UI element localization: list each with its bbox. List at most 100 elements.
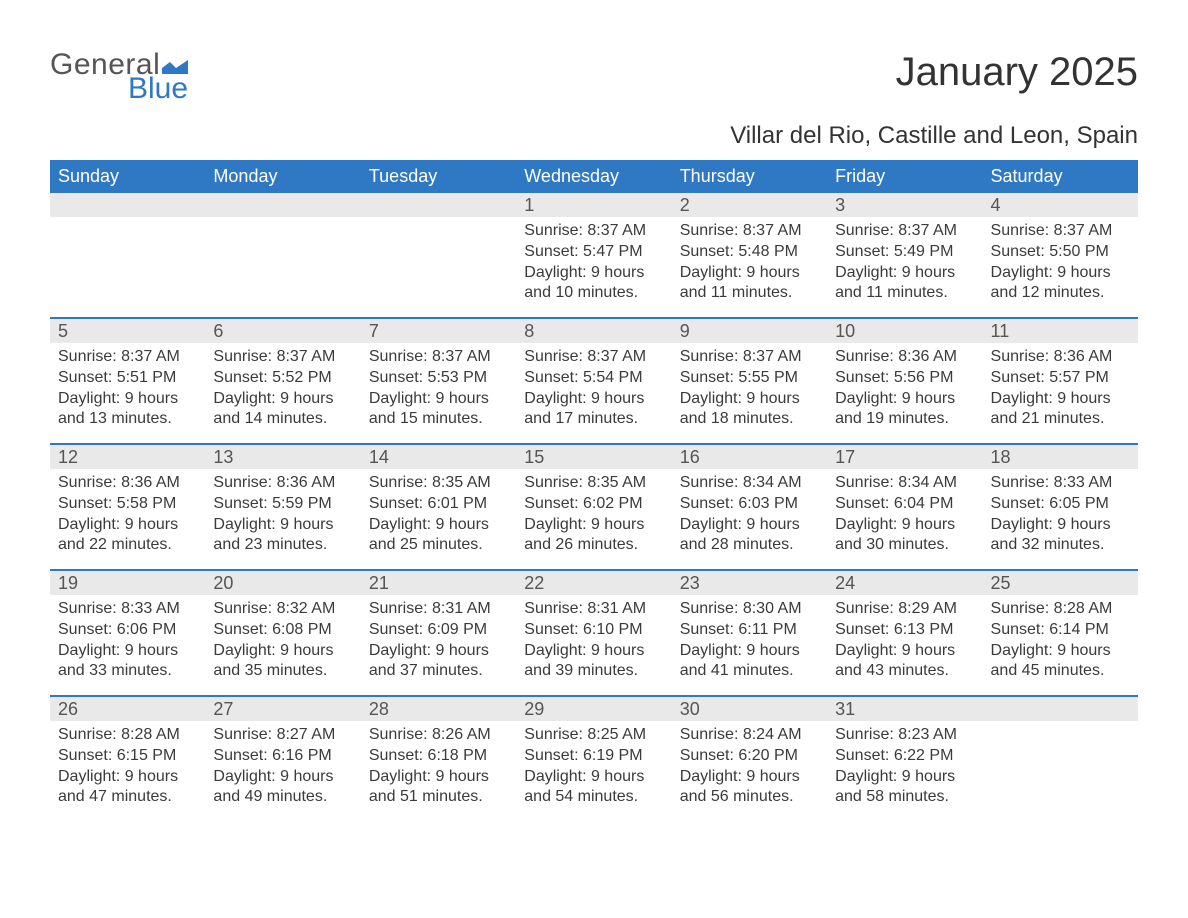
day-number: 26 (50, 699, 78, 720)
day-sunrise: Sunrise: 8:37 AM (991, 221, 1130, 242)
day-body: Sunrise: 8:28 AMSunset: 6:15 PMDaylight:… (50, 721, 205, 816)
day-body: Sunrise: 8:37 AMSunset: 5:52 PMDaylight:… (205, 343, 360, 438)
day-cell: 24Sunrise: 8:29 AMSunset: 6:13 PMDayligh… (827, 571, 982, 695)
day-cell: 30Sunrise: 8:24 AMSunset: 6:20 PMDayligh… (672, 697, 827, 821)
day-dl2: and 18 minutes. (680, 409, 819, 430)
day-number: 18 (983, 447, 1011, 468)
day-dl2: and 32 minutes. (991, 535, 1130, 556)
day-number: 24 (827, 573, 855, 594)
week-row: 5Sunrise: 8:37 AMSunset: 5:51 PMDaylight… (50, 317, 1138, 443)
daynum-strip (983, 697, 1138, 721)
day-body (361, 217, 516, 229)
day-number: 5 (50, 321, 68, 342)
day-number: 31 (827, 699, 855, 720)
day-cell: 14Sunrise: 8:35 AMSunset: 6:01 PMDayligh… (361, 445, 516, 569)
day-sunset: Sunset: 5:50 PM (991, 242, 1130, 263)
day-number: 1 (516, 195, 534, 216)
day-cell: 21Sunrise: 8:31 AMSunset: 6:09 PMDayligh… (361, 571, 516, 695)
day-body: Sunrise: 8:25 AMSunset: 6:19 PMDaylight:… (516, 721, 671, 816)
dow-tuesday: Tuesday (361, 160, 516, 193)
day-dl2: and 12 minutes. (991, 283, 1130, 304)
dow-wednesday: Wednesday (516, 160, 671, 193)
day-sunset: Sunset: 6:09 PM (369, 620, 508, 641)
day-sunset: Sunset: 5:53 PM (369, 368, 508, 389)
day-dl1: Daylight: 9 hours (835, 263, 974, 284)
day-dl2: and 39 minutes. (524, 661, 663, 682)
day-sunrise: Sunrise: 8:37 AM (680, 347, 819, 368)
day-sunrise: Sunrise: 8:37 AM (369, 347, 508, 368)
day-body: Sunrise: 8:26 AMSunset: 6:18 PMDaylight:… (361, 721, 516, 816)
day-body: Sunrise: 8:37 AMSunset: 5:51 PMDaylight:… (50, 343, 205, 438)
day-body: Sunrise: 8:37 AMSunset: 5:49 PMDaylight:… (827, 217, 982, 312)
day-sunset: Sunset: 5:47 PM (524, 242, 663, 263)
day-number: 27 (205, 699, 233, 720)
day-sunset: Sunset: 6:18 PM (369, 746, 508, 767)
day-number: 20 (205, 573, 233, 594)
day-sunrise: Sunrise: 8:34 AM (680, 473, 819, 494)
day-body: Sunrise: 8:36 AMSunset: 5:57 PMDaylight:… (983, 343, 1138, 438)
day-dl2: and 19 minutes. (835, 409, 974, 430)
day-sunrise: Sunrise: 8:26 AM (369, 725, 508, 746)
daynum-strip: 26 (50, 697, 205, 721)
day-body: Sunrise: 8:37 AMSunset: 5:48 PMDaylight:… (672, 217, 827, 312)
daynum-strip: 5 (50, 319, 205, 343)
day-cell (983, 697, 1138, 821)
day-dl1: Daylight: 9 hours (680, 767, 819, 788)
header-row: General Blue January 2025 (50, 50, 1138, 104)
day-number: 22 (516, 573, 544, 594)
day-dl2: and 21 minutes. (991, 409, 1130, 430)
week-row: 12Sunrise: 8:36 AMSunset: 5:58 PMDayligh… (50, 443, 1138, 569)
day-sunrise: Sunrise: 8:37 AM (213, 347, 352, 368)
day-sunset: Sunset: 6:10 PM (524, 620, 663, 641)
day-cell: 6Sunrise: 8:37 AMSunset: 5:52 PMDaylight… (205, 319, 360, 443)
day-dl1: Daylight: 9 hours (524, 389, 663, 410)
day-dl1: Daylight: 9 hours (213, 389, 352, 410)
day-number: 19 (50, 573, 78, 594)
day-dl1: Daylight: 9 hours (369, 389, 508, 410)
day-number: 6 (205, 321, 223, 342)
day-dl2: and 49 minutes. (213, 787, 352, 808)
day-sunset: Sunset: 6:02 PM (524, 494, 663, 515)
day-dl2: and 11 minutes. (680, 283, 819, 304)
day-cell: 17Sunrise: 8:34 AMSunset: 6:04 PMDayligh… (827, 445, 982, 569)
day-dl1: Daylight: 9 hours (58, 767, 197, 788)
day-sunrise: Sunrise: 8:28 AM (991, 599, 1130, 620)
day-dl1: Daylight: 9 hours (213, 515, 352, 536)
day-cell: 29Sunrise: 8:25 AMSunset: 6:19 PMDayligh… (516, 697, 671, 821)
day-dl2: and 17 minutes. (524, 409, 663, 430)
day-body: Sunrise: 8:37 AMSunset: 5:55 PMDaylight:… (672, 343, 827, 438)
day-sunset: Sunset: 6:05 PM (991, 494, 1130, 515)
day-dl1: Daylight: 9 hours (680, 389, 819, 410)
day-dl1: Daylight: 9 hours (58, 389, 197, 410)
dow-thursday: Thursday (672, 160, 827, 193)
day-dl2: and 35 minutes. (213, 661, 352, 682)
day-body: Sunrise: 8:35 AMSunset: 6:01 PMDaylight:… (361, 469, 516, 564)
day-body: Sunrise: 8:34 AMSunset: 6:04 PMDaylight:… (827, 469, 982, 564)
day-body: Sunrise: 8:24 AMSunset: 6:20 PMDaylight:… (672, 721, 827, 816)
day-sunrise: Sunrise: 8:35 AM (369, 473, 508, 494)
day-cell: 8Sunrise: 8:37 AMSunset: 5:54 PMDaylight… (516, 319, 671, 443)
day-cell: 23Sunrise: 8:30 AMSunset: 6:11 PMDayligh… (672, 571, 827, 695)
day-sunset: Sunset: 6:13 PM (835, 620, 974, 641)
day-dl2: and 28 minutes. (680, 535, 819, 556)
day-number: 7 (361, 321, 379, 342)
week-row: 19Sunrise: 8:33 AMSunset: 6:06 PMDayligh… (50, 569, 1138, 695)
day-dl2: and 33 minutes. (58, 661, 197, 682)
day-sunset: Sunset: 6:04 PM (835, 494, 974, 515)
day-sunrise: Sunrise: 8:36 AM (835, 347, 974, 368)
day-number: 10 (827, 321, 855, 342)
day-dl2: and 56 minutes. (680, 787, 819, 808)
daynum-strip: 13 (205, 445, 360, 469)
day-sunset: Sunset: 5:58 PM (58, 494, 197, 515)
day-sunrise: Sunrise: 8:25 AM (524, 725, 663, 746)
day-sunset: Sunset: 5:51 PM (58, 368, 197, 389)
daynum-strip: 23 (672, 571, 827, 595)
day-cell (50, 193, 205, 317)
daynum-strip: 16 (672, 445, 827, 469)
day-cell: 5Sunrise: 8:37 AMSunset: 5:51 PMDaylight… (50, 319, 205, 443)
day-dl2: and 15 minutes. (369, 409, 508, 430)
day-dl1: Daylight: 9 hours (991, 389, 1130, 410)
day-body (983, 721, 1138, 733)
day-sunset: Sunset: 5:57 PM (991, 368, 1130, 389)
day-sunset: Sunset: 5:55 PM (680, 368, 819, 389)
